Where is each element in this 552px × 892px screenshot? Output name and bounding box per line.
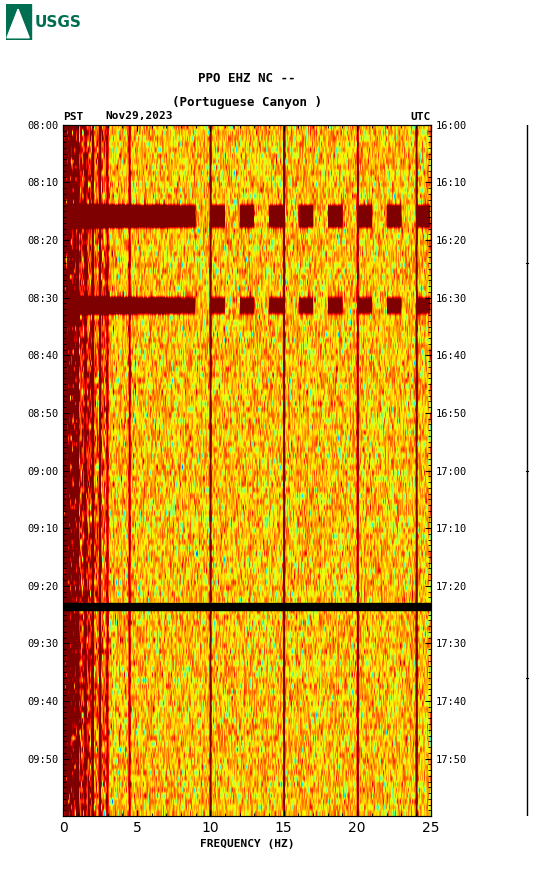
Text: PST: PST	[63, 112, 84, 121]
Text: UTC: UTC	[410, 112, 431, 121]
Text: (Portuguese Canyon ): (Portuguese Canyon )	[172, 95, 322, 109]
X-axis label: FREQUENCY (HZ): FREQUENCY (HZ)	[200, 839, 294, 849]
Text: PPO EHZ NC --: PPO EHZ NC --	[198, 71, 296, 85]
Polygon shape	[7, 9, 29, 37]
Bar	[6, 4, 31, 40]
Text: Nov29,2023: Nov29,2023	[105, 112, 172, 121]
Text: USGS: USGS	[34, 15, 81, 29]
